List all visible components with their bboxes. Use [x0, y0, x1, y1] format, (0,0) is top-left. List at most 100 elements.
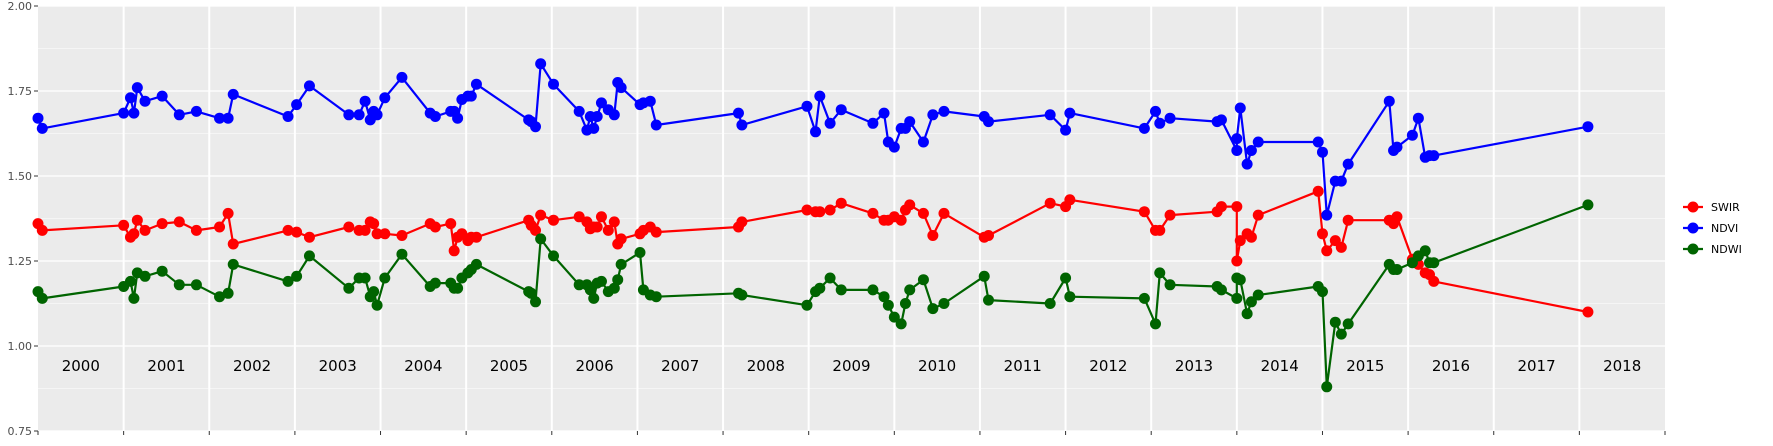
data-point-ndwi — [368, 286, 380, 298]
data-point-ndvi — [608, 109, 620, 121]
data-point-ndvi — [801, 100, 813, 112]
data-point-ndvi — [888, 141, 900, 153]
data-point-ndwi — [1316, 286, 1328, 298]
data-point-swir — [222, 207, 234, 219]
data-point-ndvi — [1149, 105, 1161, 117]
data-point-ndvi — [353, 109, 365, 121]
data-point-ndwi — [1582, 199, 1594, 211]
data-point-ndwi — [904, 284, 916, 296]
data-point-swir — [1138, 206, 1150, 218]
data-point-ndvi — [1138, 122, 1150, 134]
data-point-swir — [615, 233, 627, 245]
data-point-ndwi — [938, 298, 950, 309]
data-point-swir — [1234, 235, 1246, 247]
data-point-ndvi — [190, 105, 202, 117]
year-label: 2017 — [1517, 357, 1555, 375]
data-point-swir — [190, 224, 202, 236]
data-point-ndvi — [644, 95, 656, 107]
y-tick-label: 1.75 — [8, 85, 33, 98]
legend-item-swir: SWIR — [1683, 201, 1740, 214]
data-point-ndwi — [736, 289, 748, 301]
data-point-ndwi — [429, 277, 441, 289]
data-point-ndvi — [938, 105, 950, 117]
data-point-swir — [303, 231, 315, 243]
year-label: 2018 — [1603, 357, 1641, 375]
data-point-ndvi — [1231, 145, 1243, 156]
data-point-swir — [445, 218, 457, 230]
data-point-ndwi — [36, 292, 48, 304]
data-point-ndvi — [291, 99, 303, 111]
data-point-ndwi — [983, 294, 995, 306]
data-point-ndvi — [548, 78, 560, 90]
data-point-ndvi — [36, 122, 48, 134]
data-point-ndwi — [878, 291, 890, 303]
data-point-ndvi — [591, 111, 603, 122]
year-label: 2011 — [1004, 357, 1042, 375]
data-point-ndwi — [612, 274, 624, 286]
year-label: 2008 — [747, 357, 785, 375]
year-label: 2000 — [62, 357, 100, 375]
data-point-swir — [591, 221, 603, 233]
data-point-swir — [867, 207, 879, 219]
data-point-ndvi — [595, 97, 607, 109]
y-tick-label: 1.00 — [8, 340, 33, 353]
data-point-swir — [983, 230, 995, 241]
data-point-ndvi — [650, 119, 662, 131]
data-point-ndwi — [1245, 296, 1257, 308]
data-point-ndwi — [888, 311, 900, 323]
data-point-ndvi — [736, 119, 748, 131]
data-point-ndvi — [732, 107, 744, 119]
data-point-swir — [343, 221, 355, 233]
data-point-ndwi — [1241, 308, 1253, 320]
data-point-swir — [1312, 185, 1324, 197]
data-point-swir — [1428, 275, 1440, 287]
year-label: 2007 — [661, 357, 699, 375]
data-point-ndvi — [1060, 124, 1072, 136]
data-point-ndvi — [303, 80, 315, 92]
data-point-swir — [1044, 197, 1056, 209]
data-point-swir — [227, 238, 239, 250]
data-point-ndwi — [1234, 274, 1246, 286]
legend-marker-swir — [1687, 201, 1699, 213]
data-point-ndwi — [1154, 267, 1166, 279]
data-point-ndwi — [371, 299, 383, 311]
data-point-ndvi — [1406, 129, 1418, 141]
data-point-ndwi — [156, 265, 168, 277]
data-point-ndvi — [1234, 102, 1246, 114]
data-point-swir — [1164, 209, 1176, 221]
data-point-ndvi — [1582, 121, 1594, 133]
year-label: 2009 — [832, 357, 870, 375]
data-point-swir — [156, 218, 168, 230]
data-point-ndwi — [139, 270, 151, 282]
data-point-ndvi — [1316, 146, 1328, 158]
data-point-ndwi — [343, 282, 355, 294]
data-point-swir — [131, 214, 143, 226]
data-point-swir — [173, 216, 185, 228]
data-point-ndvi — [917, 136, 929, 148]
data-point-swir — [801, 204, 813, 216]
data-point-swir — [1154, 224, 1166, 236]
x-axis — [37, 431, 1666, 435]
legend-item-ndvi: NDVI — [1683, 222, 1738, 235]
data-point-ndvi — [904, 116, 916, 128]
data-point-swir — [650, 226, 662, 238]
data-point-ndwi — [917, 274, 929, 286]
data-point-ndvi — [615, 82, 627, 94]
data-point-ndwi — [396, 248, 408, 260]
data-point-ndwi — [824, 272, 836, 284]
data-point-swir — [814, 206, 826, 218]
data-point-swir — [1231, 201, 1243, 213]
data-point-swir — [282, 224, 294, 236]
year-label: 2015 — [1346, 357, 1384, 375]
data-point-ndvi — [379, 92, 391, 104]
data-point-swir — [608, 216, 620, 228]
data-point-ndwi — [128, 292, 140, 304]
data-point-swir — [1391, 211, 1403, 223]
data-point-ndvi — [214, 112, 226, 124]
y-tick-label: 1.50 — [8, 170, 33, 183]
data-point-ndvi — [128, 107, 140, 119]
data-point-ndvi — [156, 90, 168, 102]
data-point-ndwi — [882, 299, 894, 311]
data-point-ndwi — [470, 258, 482, 270]
data-point-swir — [368, 218, 380, 230]
